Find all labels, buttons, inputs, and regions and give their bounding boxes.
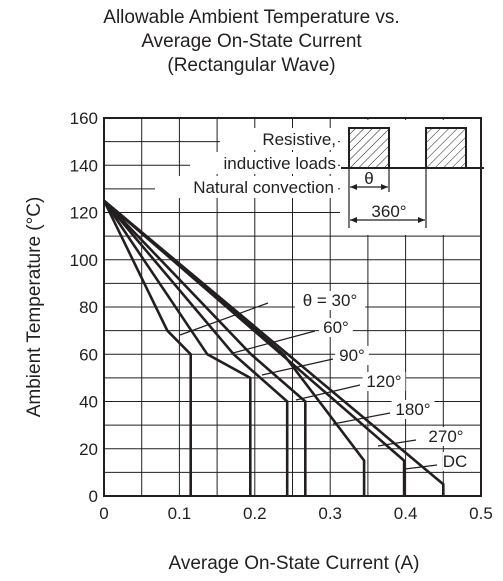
x-tick-label: 0 <box>99 504 108 523</box>
series-label: DC <box>443 452 468 471</box>
pulse-2 <box>425 127 467 169</box>
x-tick-label: 0.2 <box>243 504 267 523</box>
series-label-bg <box>294 291 366 310</box>
series-line-2 <box>103 199 289 496</box>
y-tick-label: 40 <box>79 393 98 412</box>
series-label-leader <box>232 330 316 354</box>
series-line-3 <box>103 199 307 496</box>
chart-title-line-1: Allowable Ambient Temperature vs. <box>103 7 400 28</box>
plot-frame <box>103 117 482 497</box>
series-line-5 <box>103 199 406 496</box>
series-label-leader <box>404 464 438 470</box>
x-tick-label: 0.1 <box>168 504 192 523</box>
tick-labels: 0 0.1 0.2 0.3 0.4 0.5 0 20 40 60 80 100 120 140 160 <box>70 109 493 523</box>
y-tick-label: 140 <box>70 156 98 175</box>
theta-arrow-left <box>350 184 357 190</box>
series-label: 60° <box>323 318 349 337</box>
series-label-leader <box>332 412 391 425</box>
series-label: 270° <box>428 427 463 446</box>
series-label: 90° <box>339 346 365 365</box>
chart-title-line-3: (Rectangular Wave) <box>167 55 336 76</box>
series-label-leader <box>179 302 269 336</box>
x-axis-label: Average On-State Current (A) <box>169 553 420 574</box>
y-tick-label: 60 <box>79 345 98 364</box>
annotation-inductive-loads: inductive loads <box>224 154 336 173</box>
period-arrow-left <box>350 217 357 223</box>
series-label: 120° <box>366 372 401 391</box>
ann-bg-1 <box>220 128 338 150</box>
chart-title: Allowable Ambient Temperature vs. Averag… <box>0 6 503 78</box>
x-tick-label: 0.5 <box>469 504 493 523</box>
ann-bg-3 <box>155 176 338 198</box>
x-tick-label: 0.4 <box>394 504 418 523</box>
y-tick-label: 80 <box>79 298 98 317</box>
y-tick-label: 100 <box>70 251 98 270</box>
y-tick-label: 120 <box>70 204 98 223</box>
x-tick-label: 0.3 <box>318 504 342 523</box>
y-tick-label: 0 <box>89 487 98 506</box>
series-line-0 <box>102 200 192 496</box>
period-arrow-right <box>418 217 425 223</box>
annotation-natural-convection: Natural convection <box>193 178 334 197</box>
pulse-1 <box>348 127 390 169</box>
y-axis-label: Ambient Temperature (°C) <box>24 197 45 418</box>
series-label-bg <box>335 346 369 365</box>
y-tick-label: 160 <box>70 109 98 128</box>
series-curves <box>102 199 445 496</box>
series-label: 180° <box>395 400 430 419</box>
series-line-6 <box>103 199 445 496</box>
theta-label: θ <box>364 169 373 188</box>
y-tick-label: 20 <box>79 440 98 459</box>
series-label-leader <box>261 358 334 376</box>
series-label-bg <box>391 400 435 419</box>
series-label-leader <box>377 439 417 447</box>
waveform-inset: θ 360° <box>340 120 484 235</box>
series-label-bg <box>362 372 406 391</box>
series-line-1 <box>102 199 252 496</box>
series-labels: θ = 30° 60° 90°120° 180° 270° DC <box>179 291 468 471</box>
series-label-bg <box>442 452 468 471</box>
ann-bg-2 <box>190 152 338 174</box>
period-label: 360° <box>371 202 406 221</box>
chart-title-line-2: Average On-State Current <box>141 31 362 52</box>
series-label-bg <box>424 427 468 446</box>
series-label: θ = 30° <box>303 291 358 310</box>
series-label-bg <box>319 318 353 337</box>
series-label-leader <box>295 384 361 401</box>
annotation-resistive: Resistive, <box>262 130 336 149</box>
theta-arrow-right <box>381 184 388 190</box>
